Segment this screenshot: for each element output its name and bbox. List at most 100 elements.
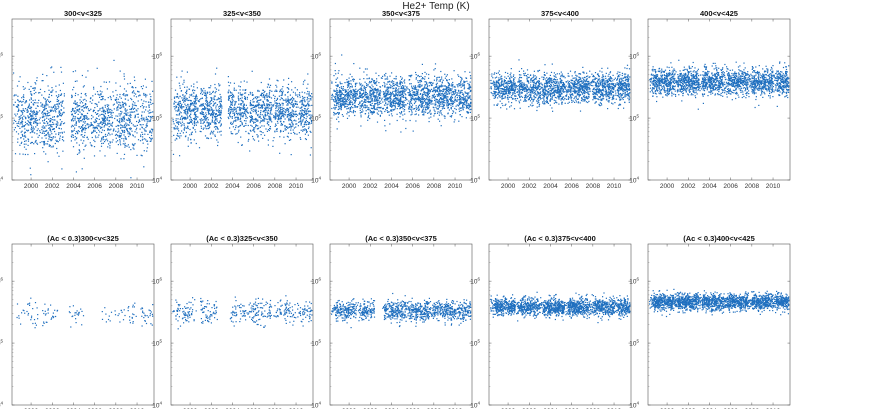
data-point: [132, 91, 134, 93]
data-point: [457, 89, 460, 91]
data-point: [191, 102, 193, 105]
data-point: [42, 114, 44, 116]
data-point: [399, 108, 401, 110]
data-point: [132, 147, 134, 149]
data-point: [415, 113, 417, 115]
data-point: [301, 101, 304, 103]
data-point: [37, 102, 39, 104]
data-point: [390, 85, 392, 87]
data-point: [50, 91, 52, 93]
data-point: [174, 125, 177, 127]
data-point: [55, 139, 57, 141]
data-point: [348, 107, 350, 109]
data-point: [140, 124, 142, 126]
data-point: [349, 96, 351, 98]
data-point: [133, 104, 135, 106]
data-point: [19, 100, 22, 102]
data-point: [251, 116, 253, 118]
data-point: [30, 129, 33, 131]
data-point: [295, 94, 297, 96]
data-point: [400, 131, 402, 133]
data-point: [82, 105, 84, 107]
data-point: [274, 102, 276, 104]
data-point: [462, 104, 464, 106]
data-point: [96, 125, 98, 127]
data-point: [116, 134, 118, 136]
data-point: [359, 88, 361, 90]
data-point: [58, 102, 60, 104]
data-point: [200, 103, 202, 105]
data-point: [220, 134, 222, 136]
data-point: [450, 104, 452, 106]
data-point: [201, 109, 203, 111]
data-point: [51, 87, 53, 89]
data-point: [417, 81, 419, 84]
data-point: [266, 93, 268, 95]
data-point: [303, 99, 306, 101]
data-point: [445, 75, 447, 77]
data-point: [21, 116, 23, 118]
data-point: [399, 116, 401, 118]
data-point: [201, 113, 203, 115]
data-point: [188, 107, 190, 109]
data-point: [126, 95, 128, 97]
data-point: [111, 110, 113, 112]
data-point: [295, 110, 297, 112]
data-point: [262, 89, 264, 91]
data-point: [374, 87, 376, 89]
data-point: [460, 79, 462, 81]
data-point: [131, 86, 134, 88]
data-point: [48, 127, 50, 129]
data-point: [123, 115, 125, 117]
data-point: [76, 104, 78, 106]
data-point: [287, 96, 289, 98]
data-point: [26, 111, 28, 113]
data-point: [41, 94, 43, 96]
data-point: [182, 83, 184, 85]
data-point: [284, 94, 286, 96]
data-point: [47, 140, 49, 142]
data-point: [228, 117, 230, 120]
data-point: [261, 114, 263, 116]
data-point: [468, 106, 471, 108]
data-point: [343, 93, 345, 96]
data-point: [205, 116, 207, 118]
data-point: [333, 89, 335, 91]
data-point: [302, 83, 304, 85]
data-point: [371, 99, 373, 101]
data-point: [405, 104, 407, 106]
data-point: [263, 104, 265, 106]
data-point: [265, 106, 267, 108]
data-point: [309, 117, 311, 119]
data-point: [109, 122, 111, 124]
data-point: [387, 86, 390, 88]
data-point: [288, 120, 290, 122]
data-point: [22, 100, 24, 103]
data-point: [394, 102, 396, 104]
data-point: [51, 119, 53, 121]
data-point: [125, 90, 127, 92]
data-point: [304, 79, 306, 81]
data-point: [275, 117, 277, 119]
data-point: [466, 92, 468, 94]
data-point: [435, 83, 437, 85]
data-point: [205, 114, 208, 116]
data-point: [296, 103, 298, 106]
data-point: [210, 137, 212, 139]
data-point: [149, 109, 151, 111]
data-point: [238, 129, 240, 131]
data-point: [34, 87, 36, 89]
data-point: [71, 109, 73, 111]
data-point: [260, 104, 263, 106]
data-point: [250, 120, 252, 123]
data-point: [428, 73, 430, 76]
data-point: [207, 124, 209, 126]
data-point: [443, 94, 445, 97]
data-point: [306, 110, 308, 112]
data-point: [274, 112, 276, 114]
data-point: [393, 100, 395, 102]
data-point: [392, 102, 395, 104]
data-point: [40, 102, 42, 104]
data-point: [204, 93, 206, 95]
data-point: [304, 110, 306, 112]
